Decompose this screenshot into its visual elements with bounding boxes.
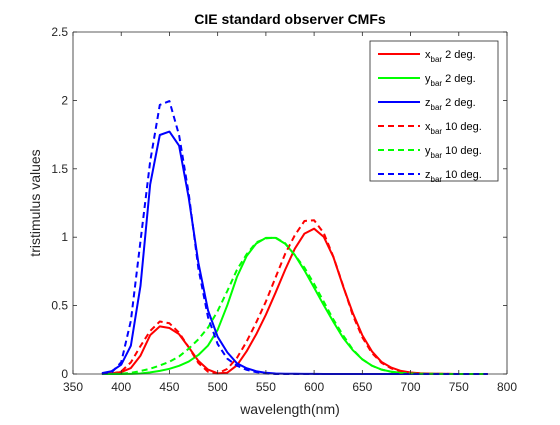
y-tick-label: 1 (61, 230, 68, 244)
legend-label-name: z (425, 97, 431, 109)
y-axis-label: tristimulus values (27, 149, 43, 256)
x-tick-label: 600 (304, 380, 324, 394)
legend-label-suffix: 2 deg. (442, 73, 476, 85)
axes-layer (72, 31, 508, 375)
x-axis-label: wavelength(nm) (239, 401, 340, 417)
legend-label-subscript: bar (431, 127, 443, 136)
legend-label: xbar 10 deg. (425, 121, 482, 136)
x-tick-label: 500 (208, 380, 228, 394)
y-ticks: 0 0.5 1 1.5 2 2.5 (51, 25, 507, 381)
x-tick-label: 700 (401, 380, 421, 394)
legend-box (369, 40, 499, 182)
legend-label-name: x (425, 121, 431, 133)
x-tick-label: 400 (111, 380, 131, 394)
y-tick-label: 1.5 (51, 162, 68, 176)
legend-label: xbar 2 deg. (425, 49, 476, 64)
legend-label-name: y (425, 145, 431, 157)
legend-label: ybar 10 deg. (425, 145, 482, 160)
x-ticks: 350 400 450 500 550 600 650 700 750 800 (63, 32, 517, 394)
legend-label: zbar 2 deg. (425, 97, 476, 112)
x-tick-label: 550 (256, 380, 276, 394)
legend-label-suffix: 10 deg. (442, 169, 482, 181)
legend-label-name: x (425, 49, 431, 61)
legend-label-subscript: bar (431, 175, 443, 184)
legend: xbar 2 deg.ybar 2 deg.zbar 2 deg.xbar 10… (369, 40, 499, 184)
x-tick-label: 350 (63, 380, 83, 394)
y-tick-label: 2 (61, 93, 68, 107)
legend-entries: xbar 2 deg.ybar 2 deg.zbar 2 deg.xbar 10… (378, 49, 482, 184)
legend-label-suffix: 10 deg. (442, 121, 482, 133)
legend-label: zbar 10 deg. (425, 169, 482, 184)
x-tick-label: 650 (352, 380, 372, 394)
legend-label-subscript: bar (431, 103, 443, 112)
legend-label-name: y (425, 73, 431, 85)
x-tick-label: 800 (497, 380, 517, 394)
x-tick-label: 750 (449, 380, 469, 394)
legend-label-suffix: 2 deg. (442, 97, 476, 109)
x-tick-label: 450 (159, 380, 179, 394)
legend-label-name: z (425, 169, 431, 181)
legend-label-subscript: bar (431, 55, 443, 64)
legend-label-subscript: bar (431, 151, 443, 160)
y-tick-label: 2.5 (51, 25, 68, 39)
y-tick-label: 0 (61, 367, 68, 381)
legend-label: ybar 2 deg. (425, 73, 476, 88)
legend-label-subscript: bar (431, 79, 443, 88)
legend-label-suffix: 2 deg. (442, 49, 476, 61)
y-tick-label: 0.5 (51, 299, 68, 313)
chart-title: CIE standard observer CMFs (194, 11, 386, 27)
legend-label-suffix: 10 deg. (442, 145, 482, 157)
